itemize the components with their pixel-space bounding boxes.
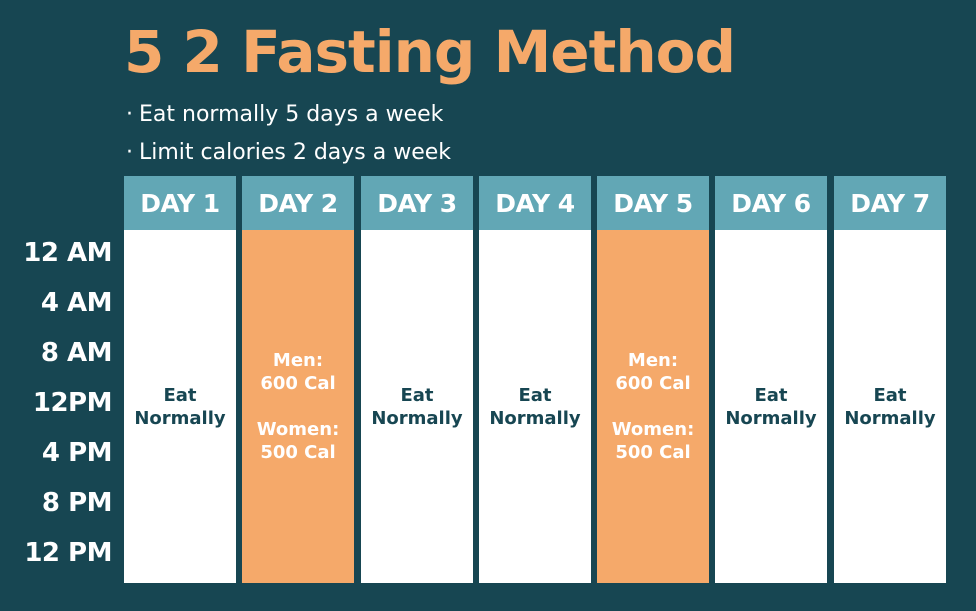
men-calories: 600 Cal xyxy=(260,373,336,394)
day-column-1: DAY 1 Eat Normally xyxy=(124,176,236,583)
day-column-2: DAY 2 Men: 600 Cal Women: 500 Cal xyxy=(242,176,354,583)
men-label: Men: xyxy=(272,350,324,371)
women-label: Women: xyxy=(256,419,340,440)
day-cell: Eat Normally xyxy=(124,230,236,583)
day-header: DAY 2 xyxy=(242,176,354,230)
day-column-3: DAY 3 Eat Normally xyxy=(361,176,473,583)
time-label: 12 PM xyxy=(24,538,112,568)
day-header: DAY 1 xyxy=(124,176,236,230)
bullet-list: · Eat normally 5 days a week · Limit calor… xyxy=(126,96,451,172)
men-label: Men: xyxy=(627,350,679,371)
cell-text: Normally xyxy=(725,407,817,429)
cell-text: Normally xyxy=(371,407,463,429)
day-cell: Eat Normally xyxy=(715,230,827,583)
day-cell: Eat Normally xyxy=(479,230,591,583)
cell-text: Normally xyxy=(489,407,581,429)
cell-text: Eat xyxy=(873,384,907,406)
time-label: 4 PM xyxy=(41,438,113,468)
day-header: DAY 5 xyxy=(597,176,709,230)
day-column-5: DAY 5 Men: 600 Cal Women: 500 Cal xyxy=(597,176,709,583)
time-label: 8 PM xyxy=(41,488,113,518)
day-column-4: DAY 4 Eat Normally xyxy=(479,176,591,583)
women-label: Women: xyxy=(611,419,695,440)
cell-text: Normally xyxy=(844,407,936,429)
bullet-item: · Limit calories 2 days a week xyxy=(126,140,452,165)
day-cell: Eat Normally xyxy=(361,230,473,583)
day-column-7: DAY 7 Eat Normally xyxy=(834,176,946,583)
time-label: 4 AM xyxy=(40,288,113,318)
bullet-text: Limit calories 2 days a week xyxy=(139,140,452,165)
cell-text: Eat xyxy=(400,384,434,406)
men-calories: 600 Cal xyxy=(615,373,691,394)
time-label: 8 AM xyxy=(40,338,113,368)
time-label: 12 AM xyxy=(23,238,112,268)
day-header: DAY 4 xyxy=(479,176,591,230)
women-calories: 500 Cal xyxy=(615,442,691,463)
cell-text: Eat xyxy=(518,384,552,406)
cell-text: Eat xyxy=(754,384,788,406)
day-cell: Eat Normally xyxy=(834,230,946,583)
fasting-cell: Men: 600 Cal Women: 500 Cal xyxy=(242,230,354,583)
day-header: DAY 3 xyxy=(361,176,473,230)
cell-text: Normally xyxy=(134,407,226,429)
day-header: DAY 6 xyxy=(715,176,827,230)
women-calories: 500 Cal xyxy=(260,442,336,463)
day-column-6: DAY 6 Eat Normally xyxy=(715,176,827,583)
cell-text: Eat xyxy=(163,384,197,406)
bullet-item: · Eat normally 5 days a week xyxy=(126,102,444,127)
fasting-cell: Men: 600 Cal Women: 500 Cal xyxy=(597,230,709,583)
day-header: DAY 7 xyxy=(834,176,946,230)
page-title: 5 2 Fasting Method xyxy=(124,18,736,86)
bullet-text: Eat normally 5 days a week xyxy=(139,102,444,127)
time-label: 12PM xyxy=(32,388,113,418)
